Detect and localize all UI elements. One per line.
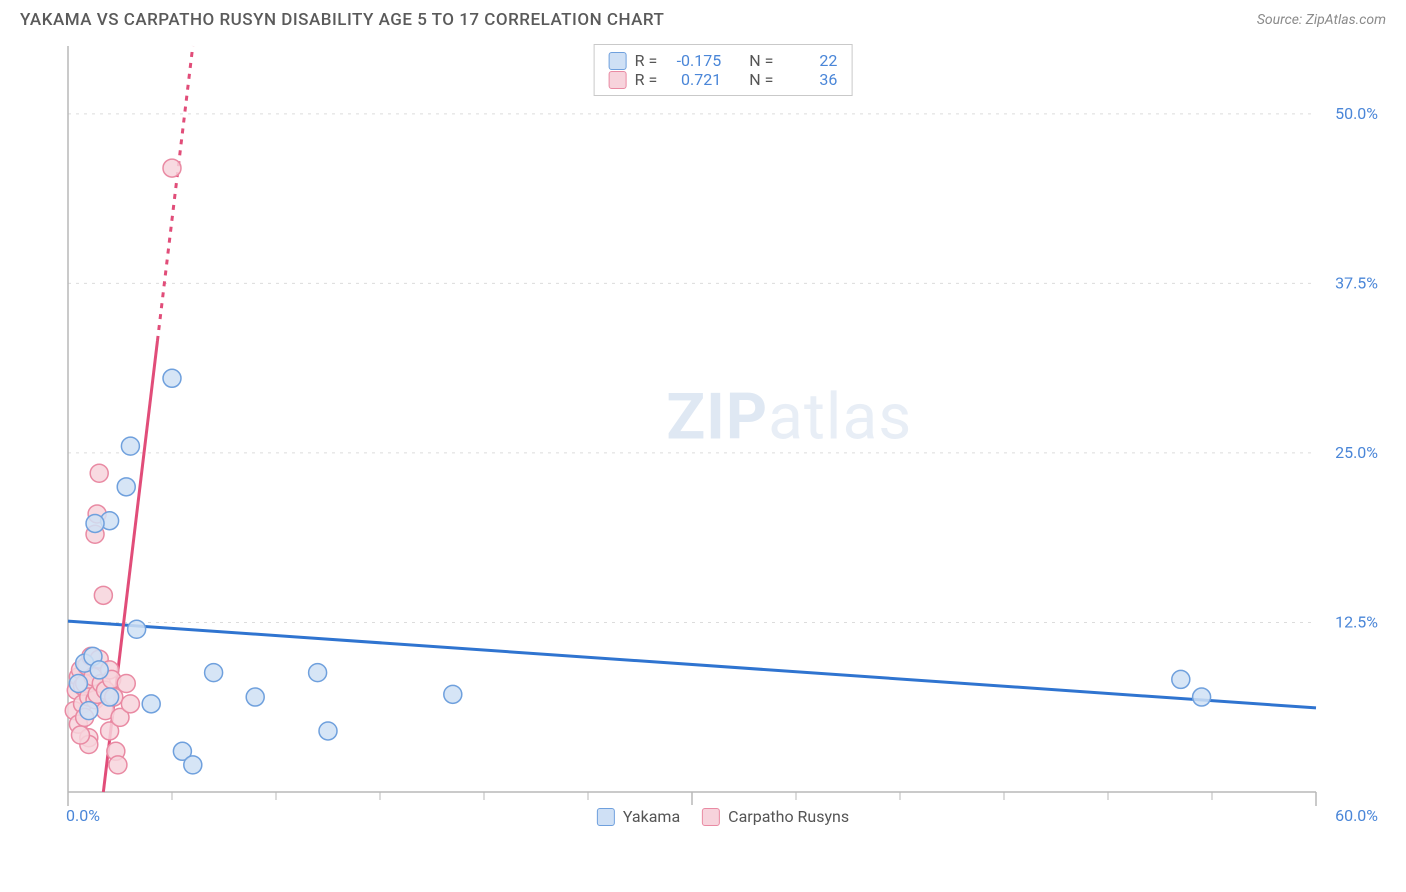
source-attribution: Source: ZipAtlas.com [1257,12,1386,28]
stats-row-carpatho: R = 0.721 N = 36 [609,70,838,89]
legend-item-carpatho: Carpatho Rusyns [702,807,849,826]
chart-title: YAKAMA VS CARPATHO RUSYN DISABILITY AGE … [20,10,664,30]
svg-text:25.0%: 25.0% [1335,443,1378,462]
swatch-yakama [609,52,627,70]
chart-container: Disability Age 5 to 17 ZIPatlas 12.5%25.… [20,38,1386,828]
swatch-carpatho [609,71,627,89]
series-legend: Yakama Carpatho Rusyns [589,805,857,828]
x-axis-min-label: 0.0% [66,806,100,825]
stats-row-yakama: R = -0.175 N = 22 [609,51,838,70]
swatch-yakama-icon [597,808,615,826]
stats-legend: R = -0.175 N = 22 R = 0.721 N = 36 [594,44,853,96]
svg-text:50.0%: 50.0% [1335,104,1378,123]
n-value-carpatho: 36 [781,70,837,89]
r-value-carpatho: 0.721 [665,70,721,89]
x-axis-max-label: 60.0% [1335,806,1378,825]
svg-text:37.5%: 37.5% [1335,273,1378,292]
swatch-carpatho-icon [702,808,720,826]
legend-item-yakama: Yakama [597,807,680,826]
watermark: ZIPatlas [666,380,912,455]
svg-text:12.5%: 12.5% [1335,612,1378,631]
r-value-yakama: -0.175 [665,51,721,70]
plot-area: ZIPatlas 12.5% 25.0% 37.5% 50.0% R = -0.175… [60,38,1386,828]
n-value-yakama: 22 [781,51,837,70]
